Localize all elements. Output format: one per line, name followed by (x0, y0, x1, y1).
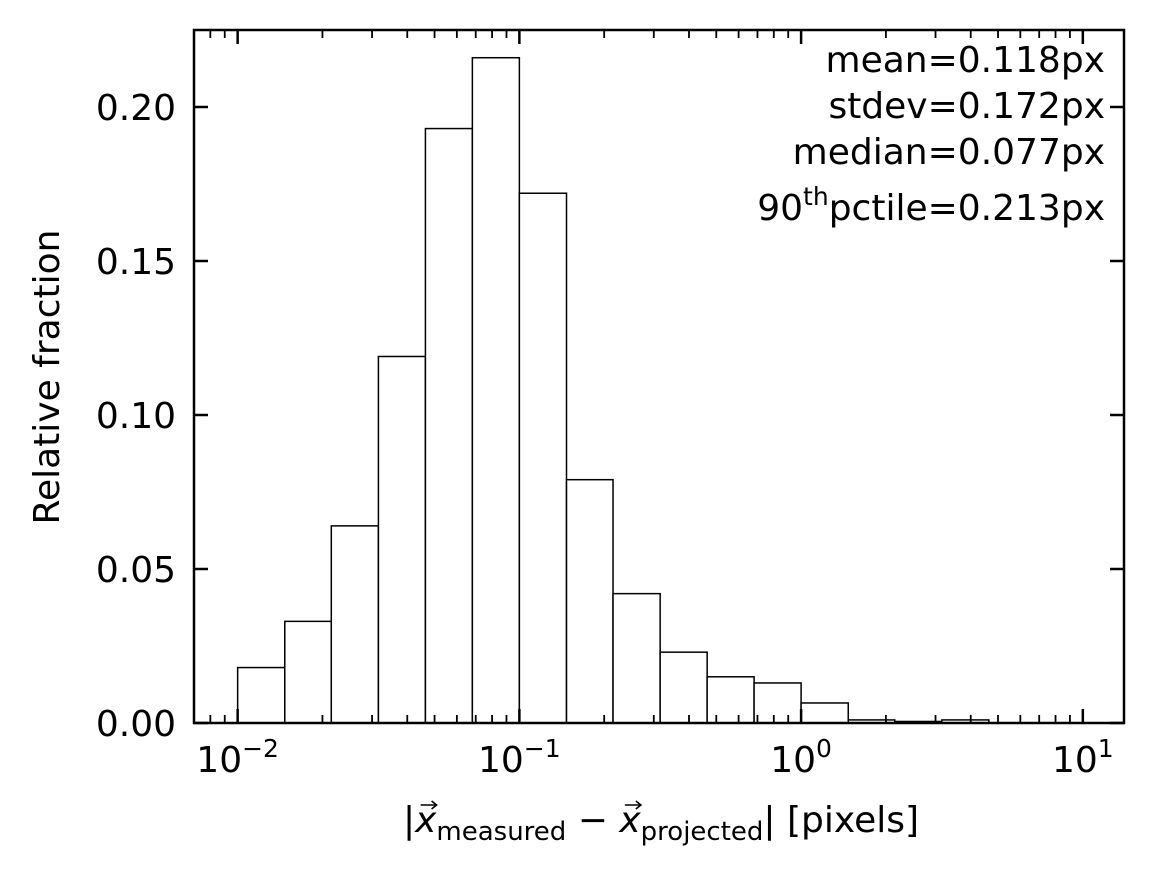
stats-box: mean=0.118px stdev=0.172px median=0.077p… (757, 40, 1105, 229)
histogram-bar (753, 682, 802, 724)
x-tick-label: 10−2 (196, 734, 279, 781)
x-tick-label: 101 (1052, 734, 1114, 781)
x-tick-label: 100 (770, 734, 832, 781)
histogram-bar (377, 355, 427, 724)
plot-frame (192, 28, 1126, 725)
histogram-bar (284, 620, 333, 724)
x-label-prefix: | (403, 800, 415, 841)
histogram-bar (471, 56, 521, 724)
y-axis-label: Relative fraction (27, 230, 68, 525)
stat-median: median=0.077px (793, 132, 1105, 173)
histogram-bar (800, 702, 849, 724)
stat-stdev: stdev=0.172px (828, 86, 1105, 127)
x-label-suffix: | [pixels] (763, 800, 919, 841)
y-tick-labels: 0.00 0.05 0.10 0.15 0.20 (96, 88, 176, 745)
x-axis-label: |xmeasured − xprojected| [pixels] (403, 800, 919, 847)
y-tick-label: 0.10 (96, 396, 176, 437)
stat-pctile: 90thpctile=0.213px (757, 182, 1105, 229)
histogram-bar (236, 666, 286, 724)
vector-arrows (420, 800, 643, 810)
x-label-var1: x (414, 800, 437, 841)
histogram-bar (706, 676, 755, 724)
histogram-bars (236, 56, 990, 724)
stat-pctile-num: 90 (757, 188, 803, 229)
histogram-bar (659, 651, 708, 724)
histogram-bar (518, 192, 568, 724)
histogram-bar (565, 478, 614, 724)
x-tick-labels: 10−2 10−1 100 101 (196, 734, 1113, 781)
x-tick-label: 10−1 (478, 734, 561, 781)
vector-arrow (420, 800, 438, 810)
y-tick-label: 0.05 (96, 550, 176, 591)
y-tick-label: 0.15 (96, 242, 176, 283)
y-tick-label: 0.00 (96, 704, 176, 745)
stat-mean: mean=0.118px (826, 40, 1105, 81)
histogram-bar (330, 525, 380, 724)
axis-ticks (193, 30, 1124, 725)
vector-arrow (624, 800, 643, 810)
x-label-sub2: projected (641, 817, 764, 847)
y-tick-label: 0.20 (96, 88, 176, 129)
histogram-bar (424, 127, 474, 724)
histogram-bar (612, 592, 661, 724)
x-label-var2: x (618, 800, 641, 841)
x-label-sub1: measured (436, 817, 566, 847)
stat-pctile-rest: pctile=0.213px (829, 188, 1105, 229)
x-label-operator: − (566, 800, 619, 841)
stat-pctile-sup: th (803, 182, 829, 211)
